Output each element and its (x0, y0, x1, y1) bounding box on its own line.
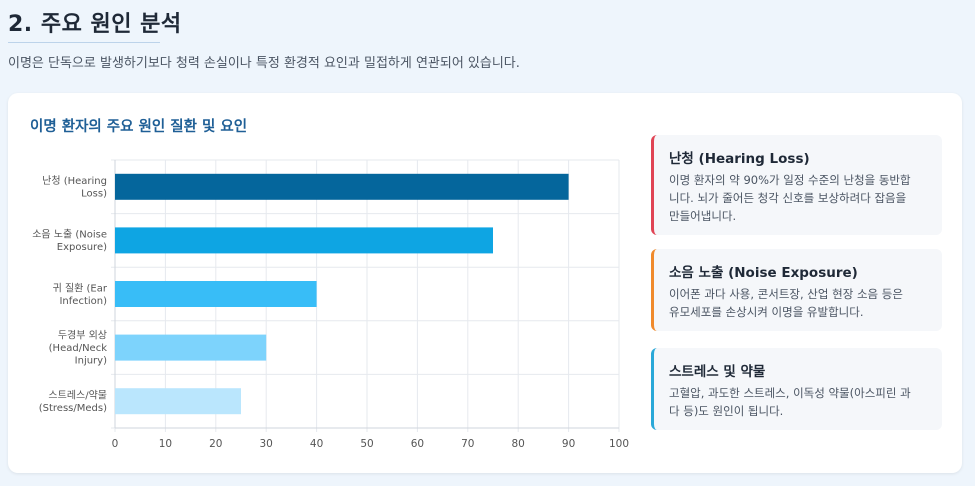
causes-bar-chart: 0 10 20 30 40 50 60 70 80 90 100 난청 (Hearing Loss) 소음… (32, 159, 629, 450)
x-tick-label: 60 (411, 438, 424, 450)
x-tick-label: 50 (360, 438, 373, 450)
x-tick-label: 70 (461, 438, 474, 450)
y-tick-label: Exposure) (57, 242, 107, 253)
bar (115, 334, 267, 361)
x-tick-label: 0 (112, 438, 119, 450)
bar (115, 281, 317, 307)
info-card-noise-exposure: 소음 노출 (Noise Exposure) 이어폰 과다 사용, 콘서트장, … (651, 249, 942, 331)
section-title: 2. 주요 원인 분석 (8, 12, 182, 37)
section-intro: 이명은 단독으로 발생하기보다 청력 손실이나 특정 환경적 요인과 밀접하게 … (8, 56, 520, 71)
title-divider (8, 42, 160, 43)
bar (115, 388, 241, 415)
bar (115, 173, 569, 200)
info-line: 만들어냅니다. (669, 209, 737, 223)
info-line: 고혈압, 과도한 스트레스, 이독성 약물(아스피린 과 (669, 386, 911, 400)
info-line: 니다. 뇌가 줄어든 청각 신호를 보상하려다 잡음을 (669, 191, 907, 205)
info-card-title: 소음 노출 (Noise Exposure) (669, 265, 858, 281)
y-tick-label: 난청 (Hearing (42, 175, 107, 187)
chart-title: 이명 환자의 주요 원인 질환 및 요인 (30, 119, 248, 135)
y-tick-label: (Stress/Meds) (39, 403, 107, 414)
y-tick-label: 소음 노출 (Noise (32, 229, 107, 241)
causes-card: 이명 환자의 주요 원인 질환 및 요인 0 10 20 30 40 50 60 70 80 90… (8, 93, 962, 473)
x-tick-label: 30 (260, 438, 273, 450)
info-card-text: 고혈압, 과도한 스트레스, 이독성 약물(아스피린 과 다 등)도 원인이 됩… (669, 384, 930, 420)
info-card-title: 스트레스 및 약물 (669, 364, 766, 380)
info-line: 유모세포를 손상시켜 이명을 유발합니다. (669, 305, 864, 319)
info-line: 이어폰 과다 사용, 콘서트장, 산업 현장 소음 등은 (669, 287, 903, 301)
y-tick-label: 두경부 외상 (58, 329, 107, 342)
info-card-text: 이명 환자의 약 90%가 일정 수준의 난청을 동반합 니다. 뇌가 줄어든 … (669, 171, 930, 225)
y-tick-label: (Head/Neck (49, 343, 108, 354)
x-tick-label: 90 (562, 438, 575, 450)
y-tick-label: Infection) (59, 296, 107, 307)
x-tick-label: 80 (512, 438, 525, 450)
y-tick-label: 귀 질환 (Ear (53, 282, 108, 294)
x-tick-label: 10 (159, 438, 172, 450)
info-card-title: 난청 (Hearing Loss) (669, 151, 810, 167)
x-tick-label: 40 (310, 438, 323, 450)
y-tick-label: Loss) (81, 189, 107, 200)
info-card-text: 이어폰 과다 사용, 콘서트장, 산업 현장 소음 등은 유모세포를 손상시켜 … (669, 285, 930, 321)
info-card-hearing-loss: 난청 (Hearing Loss) 이명 환자의 약 90%가 일정 수준의 난… (651, 135, 942, 235)
x-tick-label: 100 (609, 438, 629, 450)
bar (115, 227, 493, 254)
x-tick-label: 20 (209, 438, 222, 450)
info-line: 다 등)도 원인이 됩니다. (669, 404, 784, 418)
info-card-stress-meds: 스트레스 및 약물 고혈압, 과도한 스트레스, 이독성 약물(아스피린 과 다… (651, 348, 942, 430)
y-tick-label: 스트레스/약물 (48, 389, 107, 401)
info-line: 이명 환자의 약 90%가 일정 수준의 난청을 동반합 (669, 173, 911, 187)
y-tick-label: Injury) (75, 356, 107, 367)
